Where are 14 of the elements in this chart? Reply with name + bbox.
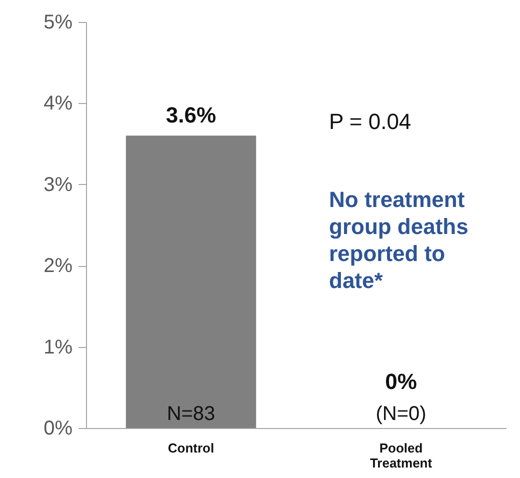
annotation: No treatment group deaths reported to date* bbox=[329, 187, 468, 293]
y-tick-label: 3% bbox=[44, 174, 73, 196]
annotation: (N=0) bbox=[376, 403, 426, 425]
y-tick-label: 0% bbox=[44, 418, 73, 440]
y-tick-label: 4% bbox=[44, 92, 73, 115]
y-tick-label: 5% bbox=[44, 12, 73, 34]
x-tick-label: Pooled Treatment bbox=[370, 440, 433, 470]
annotation: P = 0.04 bbox=[329, 109, 412, 134]
data-label: 0% bbox=[385, 369, 417, 394]
x-tick-label: Control bbox=[168, 440, 214, 456]
y-tick-label: 1% bbox=[44, 336, 73, 358]
data-label: 3.6% bbox=[166, 102, 216, 128]
y-tick-label: 2% bbox=[44, 255, 73, 278]
annotation: N=83 bbox=[166, 403, 216, 425]
